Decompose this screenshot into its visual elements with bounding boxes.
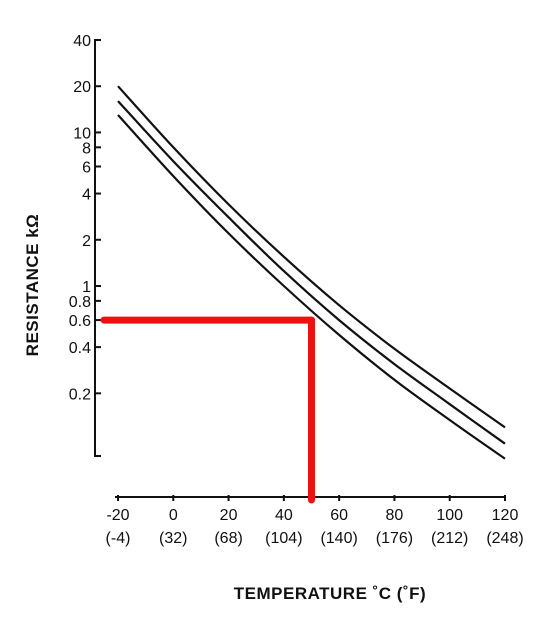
x-tick-sublabel: (-4) [106, 530, 131, 547]
x-tick-label: 20 [220, 507, 238, 524]
x-tick-sublabel: (176) [376, 530, 413, 547]
labels-layer: 40 20 108 6 4 2 10.8 0.6 0.4 0.2 -20 (-4) 0 (32) 20 (68… [69, 33, 524, 547]
x-tick-label: -20 [106, 507, 129, 524]
y-tick-label: 2 [82, 233, 91, 250]
x-axis-title: TEMPERATURE ˚C (˚F) [234, 584, 426, 603]
y-tick-label: 4 [82, 187, 91, 204]
annotation-layer [100, 316, 315, 504]
y-tick-label: 1 [82, 279, 91, 296]
x-tick-sublabel: (212) [431, 530, 468, 547]
curve-line-3 [117, 114, 506, 460]
y-tick-label: 20 [73, 79, 91, 96]
curve-line-2 [117, 100, 506, 445]
y-axis-title: RESISTANCE kΩ [23, 214, 42, 357]
curve-line-1 [117, 85, 506, 429]
y-tick-label: 8 [82, 140, 91, 157]
x-tick-sublabel: (140) [320, 530, 357, 547]
x-tick-label: 120 [492, 507, 519, 524]
curves-layer [117, 85, 506, 460]
y-tick-label: 0.2 [69, 386, 91, 403]
x-tick-sublabel: (32) [159, 530, 187, 547]
y-tick-label: 6 [82, 160, 91, 177]
y-tick-label: 0.4 [69, 340, 91, 357]
y-tick-label: 40 [73, 33, 91, 50]
x-tick-sublabel: (104) [265, 530, 302, 547]
x-tick-label: 80 [386, 507, 404, 524]
x-tick-sublabel: (68) [214, 530, 242, 547]
x-tick-sublabel: (248) [486, 530, 523, 547]
x-tick-label: 40 [275, 507, 293, 524]
y-tick-label: 10 [73, 125, 91, 142]
x-tick-label: 0 [169, 507, 178, 524]
x-tick-label: 100 [436, 507, 463, 524]
y-tick-label: 0.8 [69, 294, 91, 311]
x-tick-label: 60 [330, 507, 348, 524]
y-tick-label: 0.6 [69, 313, 91, 330]
